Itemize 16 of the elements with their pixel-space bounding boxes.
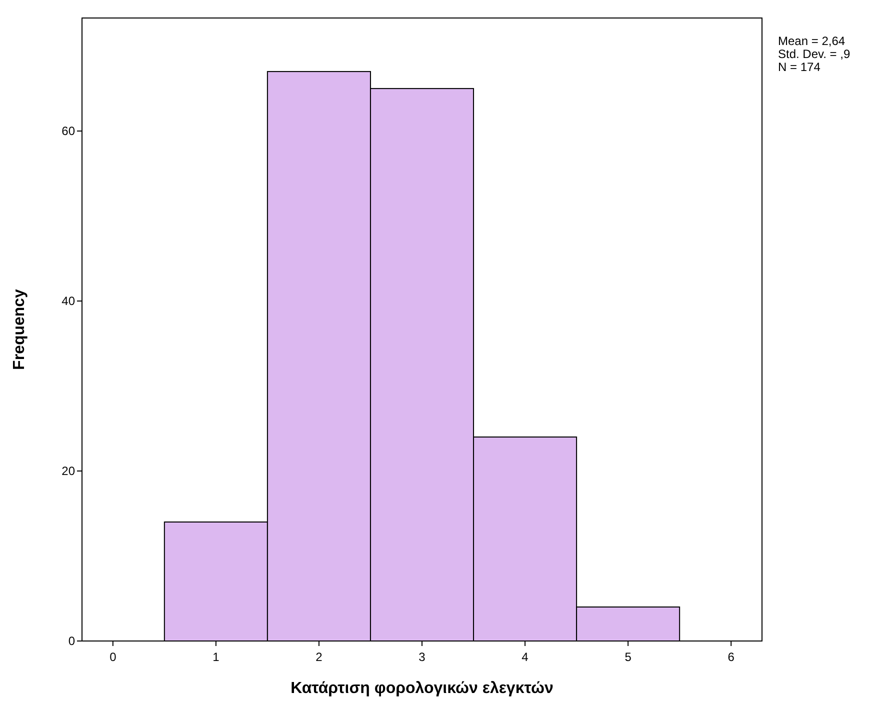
text: N = 174 (778, 60, 821, 74)
x-tick-label: 3 (418, 650, 426, 664)
x-tick-label: 1 (212, 650, 220, 664)
x-tick-label: 4 (522, 650, 529, 664)
y-tick-label: 60 (62, 124, 76, 138)
x-tick-label: 5 (624, 650, 632, 664)
x-tick-label: 2 (316, 650, 323, 664)
y-tick-label: 40 (62, 294, 76, 308)
x-axis-title: Κατάρτιση φορολογικών ελεγκτών (290, 680, 554, 697)
x-tick-label: 6 (728, 650, 735, 664)
x-tick-label: 0 (110, 650, 117, 664)
text: Mean = 2,64 (778, 34, 846, 48)
y-tick-label: 0 (68, 634, 76, 648)
text: Std. Dev. = ,9 (778, 47, 850, 61)
y-tick-label: 20 (62, 464, 76, 478)
y-axis-title: Frequency (11, 288, 28, 370)
